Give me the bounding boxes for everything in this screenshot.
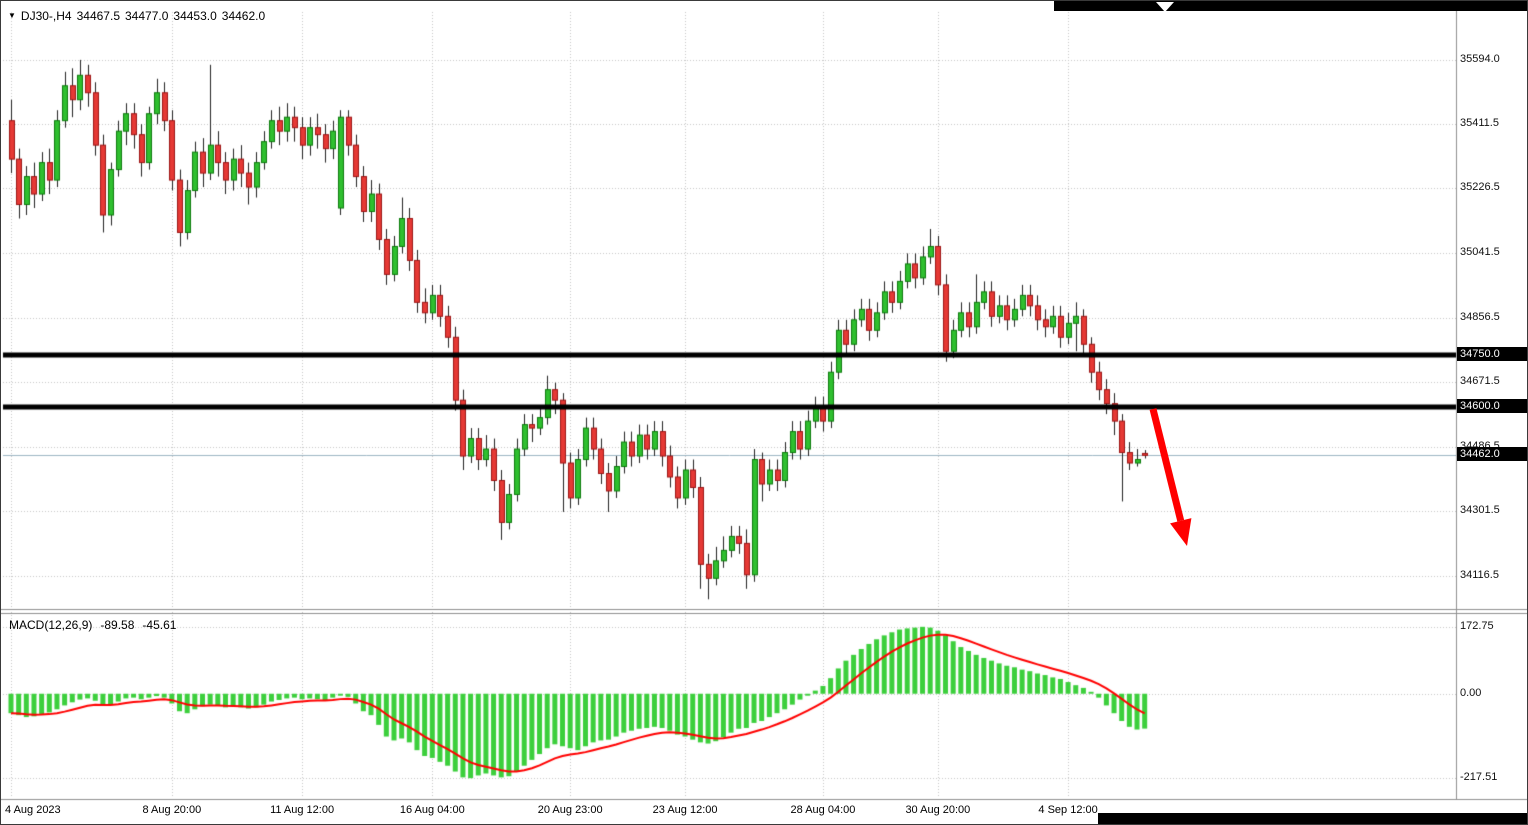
time-tick-label: 8 Aug 20:00	[142, 804, 202, 816]
macd-signal-value: -45.61	[142, 618, 177, 632]
macd-tick-label: -217.51	[1460, 771, 1498, 784]
macd-indicator-label: MACD(12,26,9) -89.58 -45.61	[9, 618, 176, 632]
time-tick-label: 28 Aug 04:00	[790, 804, 856, 816]
ohlc-close-value: 34462.0	[221, 9, 266, 23]
macd-tick-label: 0.00	[1460, 686, 1482, 699]
current-price-badge: 34462.0	[1457, 447, 1527, 462]
resistance-level-badge: 34750.0	[1457, 346, 1527, 361]
time-tick-label: 4 Sep 12:00	[1038, 804, 1098, 816]
price-tick-label: 35226.5	[1460, 181, 1500, 194]
time-tick-label: 20 Aug 23:00	[537, 804, 603, 816]
window-bottom-strip	[1098, 813, 1527, 824]
ohlc-low-value: 34453.0	[173, 9, 217, 23]
price-tick-label: 34301.5	[1460, 504, 1500, 517]
window-top-strip	[1054, 1, 1527, 11]
price-tick-label: 34116.5	[1460, 569, 1499, 582]
symbol-dropdown-icon[interactable]: ▼	[8, 11, 16, 20]
time-tick-label: 11 Aug 12:00	[270, 804, 335, 816]
price-tick-label: 35411.5	[1460, 116, 1499, 129]
time-tick-label: 30 Aug 20:00	[905, 804, 971, 816]
time-tick-label: 16 Aug 04:00	[399, 804, 465, 816]
macd-name: MACD(12,26,9)	[9, 618, 93, 632]
macd-main-value: -89.58	[100, 618, 135, 632]
support-level-badge: 34600.0	[1457, 399, 1527, 414]
ohlc-high-value: 34477.0	[125, 9, 169, 23]
ohlc-open-value: 34467.5	[76, 9, 120, 23]
chart-header: ▼ DJ30-,H4 34467.5 34477.0 34453.0 34462…	[8, 9, 265, 23]
time-tick-label: 23 Aug 12:00	[652, 804, 718, 816]
price-tick-label: 34671.5	[1460, 375, 1500, 388]
time-tick-label: 4 Aug 2023	[5, 804, 61, 816]
price-tick-label: 34856.5	[1460, 310, 1500, 323]
chart-shift-marker-icon[interactable]	[1156, 2, 1174, 12]
price-tick-label: 35041.5	[1460, 245, 1500, 258]
macd-tick-label: 172.75	[1460, 619, 1494, 632]
symbol-timeframe-label: DJ30-,H4	[20, 9, 72, 23]
price-tick-label: 35594.0	[1460, 52, 1500, 65]
